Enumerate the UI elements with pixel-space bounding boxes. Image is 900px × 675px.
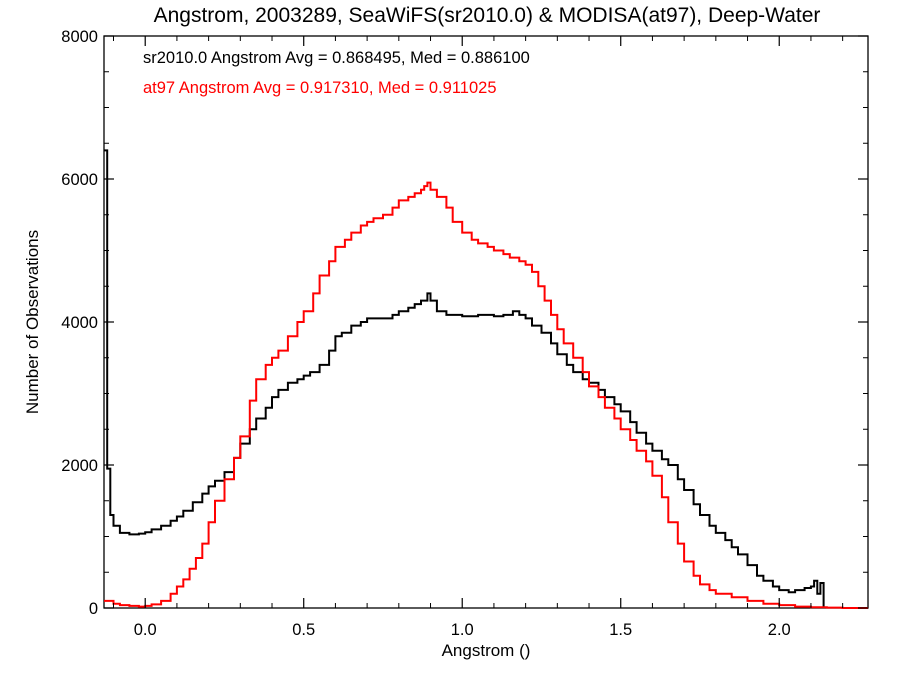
x-tick-label: 2.0	[768, 621, 791, 639]
y-axis-label: Number of Observations	[23, 230, 42, 414]
chart-title: Angstrom, 2003289, SeaWiFS(sr2010.0) & M…	[154, 4, 821, 27]
annotation-at97: at97 Angstrom Avg = 0.917310, Med = 0.91…	[143, 79, 497, 97]
y-tick-label: 6000	[61, 171, 98, 189]
x-tick-label: 0.5	[292, 621, 315, 639]
y-tick-label: 4000	[61, 314, 98, 332]
x-axis-ticks: 0.0 0.5 1.0 1.5 2.0	[113, 36, 844, 639]
series-layer	[104, 149, 868, 609]
x-tick-label: 1.5	[609, 621, 632, 639]
y-tick-label: 0	[89, 600, 98, 618]
series-line-0	[104, 149, 825, 607]
annotation-sr2010: sr2010.0 Angstrom Avg = 0.868495, Med = …	[143, 49, 530, 67]
x-tick-label: 0.0	[134, 621, 157, 639]
series-line-1	[104, 181, 868, 609]
y-axis-ticks: 0 2000 4000 6000 8000	[61, 28, 868, 618]
x-tick-label: 1.0	[451, 621, 474, 639]
y-tick-label: 2000	[61, 457, 98, 475]
y-tick-label: 8000	[61, 28, 98, 46]
x-axis-label: Angstrom ()	[442, 641, 531, 660]
